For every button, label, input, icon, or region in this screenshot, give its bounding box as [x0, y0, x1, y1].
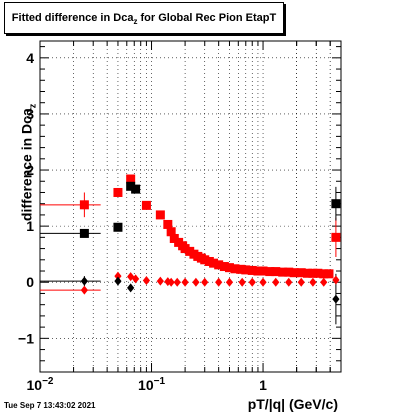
data-point-square — [224, 263, 234, 273]
chart-title-rest: for Global Rec Pion EtapT — [137, 12, 277, 24]
y-tick-label: 3 — [26, 106, 34, 122]
x-tick-label: 10−1 — [138, 376, 165, 393]
data-markers — [79, 174, 341, 304]
data-point-square — [126, 181, 136, 191]
data-point-diamond — [156, 276, 164, 286]
y-tick-label: 4 — [26, 50, 34, 66]
data-point-square — [253, 266, 263, 276]
data-point-diamond — [215, 277, 223, 287]
data-point-square — [289, 268, 299, 278]
data-point-square — [230, 264, 240, 274]
data-point-diamond — [173, 277, 181, 287]
data-point-diamond — [285, 277, 293, 287]
data-point-square — [155, 210, 165, 220]
data-point-square — [131, 184, 141, 194]
data-point-square — [79, 228, 89, 238]
data-point-square — [236, 264, 246, 274]
data-point-square — [113, 187, 123, 197]
data-point-diamond — [114, 271, 122, 281]
plot-frame — [39, 40, 342, 373]
data-point-diamond — [114, 276, 122, 286]
data-point-square — [214, 260, 224, 270]
data-point-diamond — [320, 277, 328, 287]
data-point-diamond — [167, 277, 175, 287]
y-axis-label-subscript: z — [27, 103, 38, 109]
data-point-square — [79, 200, 89, 210]
data-point-diamond — [80, 276, 88, 286]
chart-title-box: Fitted difference in Dcaz for Global Rec… — [4, 2, 284, 34]
data-point-square — [319, 269, 329, 279]
chart-title-subscript: z — [133, 17, 138, 27]
data-point-square — [265, 267, 275, 277]
data-point-square — [200, 255, 210, 265]
data-point-diamond — [238, 277, 246, 287]
data-point-square — [166, 227, 176, 237]
data-point-diamond — [309, 277, 317, 287]
data-point-square — [113, 222, 123, 232]
data-point-diamond — [272, 277, 280, 287]
y-tick-label: 2 — [26, 162, 34, 178]
data-point-diamond — [127, 283, 135, 293]
x-tick-label: 10−2 — [27, 376, 54, 393]
data-point-diamond — [181, 277, 189, 287]
data-point-square — [141, 200, 151, 210]
data-point-square — [219, 262, 229, 272]
data-point-diamond — [192, 277, 200, 287]
chart-title-main: Fitted difference in Dca — [11, 12, 134, 24]
data-point-diamond — [332, 275, 340, 285]
x-tick-label: 1 — [259, 377, 267, 393]
data-point-diamond — [201, 277, 209, 287]
data-point-square — [209, 258, 219, 268]
data-point-square — [163, 219, 173, 229]
data-point-square — [331, 232, 341, 242]
y-tick-label: 0 — [26, 274, 34, 290]
tick-labels: −1 0 1 2 3 4 10−2 10−1 1 — [18, 50, 267, 393]
y-tick-label: −1 — [18, 330, 34, 346]
data-point-diamond — [225, 277, 234, 287]
data-point-diamond — [248, 277, 256, 287]
data-point-diamond — [297, 277, 305, 287]
data-point-diamond — [142, 276, 151, 286]
data-point-diamond — [132, 274, 140, 284]
timestamp: Tue Sep 7 13:43:02 2021 — [4, 401, 96, 410]
y-axis-label-main: difference in Dca — [18, 108, 35, 222]
data-point-square — [308, 268, 318, 278]
y-tick-label: 1 — [26, 218, 34, 234]
data-point-diamond — [259, 277, 267, 287]
data-point-square — [258, 266, 268, 276]
data-point-square — [324, 269, 334, 279]
data-point-square — [126, 174, 136, 184]
chart-title: Fitted difference in Dcaz for Global Rec… — [5, 12, 283, 26]
axes — [39, 40, 342, 373]
data-point-square — [331, 199, 341, 209]
data-point-square — [278, 267, 288, 277]
data-point-square — [247, 265, 257, 275]
data-point-square — [284, 267, 294, 277]
data-point-square — [241, 265, 251, 275]
data-point-square — [302, 268, 312, 278]
data-point-square — [180, 244, 190, 254]
x-axis-label: pT/|q| (GeV/c) — [247, 396, 338, 412]
data-point-square — [313, 268, 323, 278]
data-point-square — [271, 267, 281, 277]
data-point-diamond — [332, 294, 340, 304]
y-axis-label: difference in Dcaz — [8, 100, 38, 221]
data-point-square — [296, 268, 306, 278]
data-point-diamond — [80, 285, 88, 295]
